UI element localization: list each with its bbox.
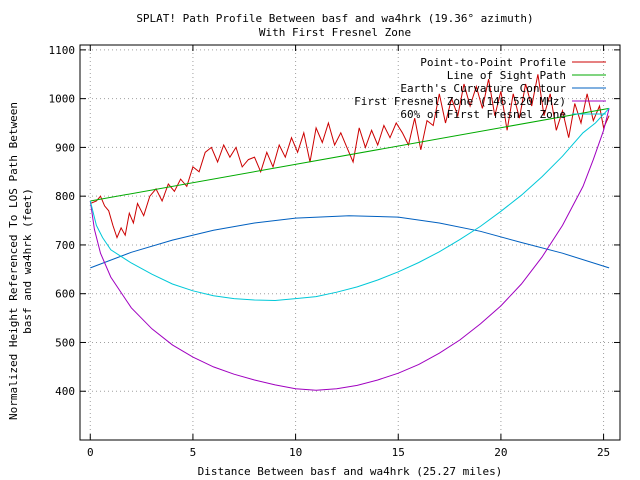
series-line-1 [90, 107, 610, 202]
series-line-3 [89, 108, 610, 391]
x-axis-label: Distance Between basf and wa4hrk (25.27 … [198, 465, 503, 478]
chart-subtitle: With First Fresnel Zone [259, 26, 411, 39]
x-tick-label: 5 [190, 446, 197, 459]
y-tick-label: 900 [55, 141, 75, 154]
y-tick-label: 400 [55, 385, 75, 398]
legend-label-2: Earth's Curvature Contour [400, 82, 566, 95]
series-lines [89, 74, 610, 391]
x-tick-label: 25 [597, 446, 610, 459]
y-tick-label: 700 [55, 239, 75, 252]
plot-frame [79, 44, 621, 441]
legend-label-1: Line of Sight Path [447, 69, 566, 82]
x-tick-label: 10 [289, 446, 302, 459]
y-tick-label: 800 [55, 190, 75, 203]
legend-label-0: Point-to-Point Profile [420, 56, 566, 69]
x-tick-label: 15 [392, 446, 405, 459]
series-line-0 [90, 74, 610, 240]
series-line-4 [89, 108, 610, 302]
legend-label-3: First Fresnel Zone (146.520 MHz) [354, 95, 566, 108]
chart-title: SPLAT! Path Profile Between basf and wa4… [136, 12, 533, 25]
axis-ticks: 0 5 10 15 20 25 400 500 600 700 800 900 1000 1100 [49, 44, 620, 459]
y-tick-label: 1100 [49, 44, 76, 57]
y-axis-label-line2: basf and wa4hrk (feet) [21, 188, 34, 334]
x-tick-label: 0 [87, 446, 94, 459]
x-tick-label: 20 [494, 446, 507, 459]
y-tick-label: 1000 [49, 93, 76, 106]
y-axis-label-line1: Normalized Height Referenced To LOS Path… [7, 102, 20, 420]
y-tick-label: 500 [55, 336, 75, 349]
y-tick-label: 600 [55, 288, 75, 301]
series-line-2 [90, 215, 610, 269]
legend-label-4: 60% of First Fresnel Zone [400, 108, 566, 121]
